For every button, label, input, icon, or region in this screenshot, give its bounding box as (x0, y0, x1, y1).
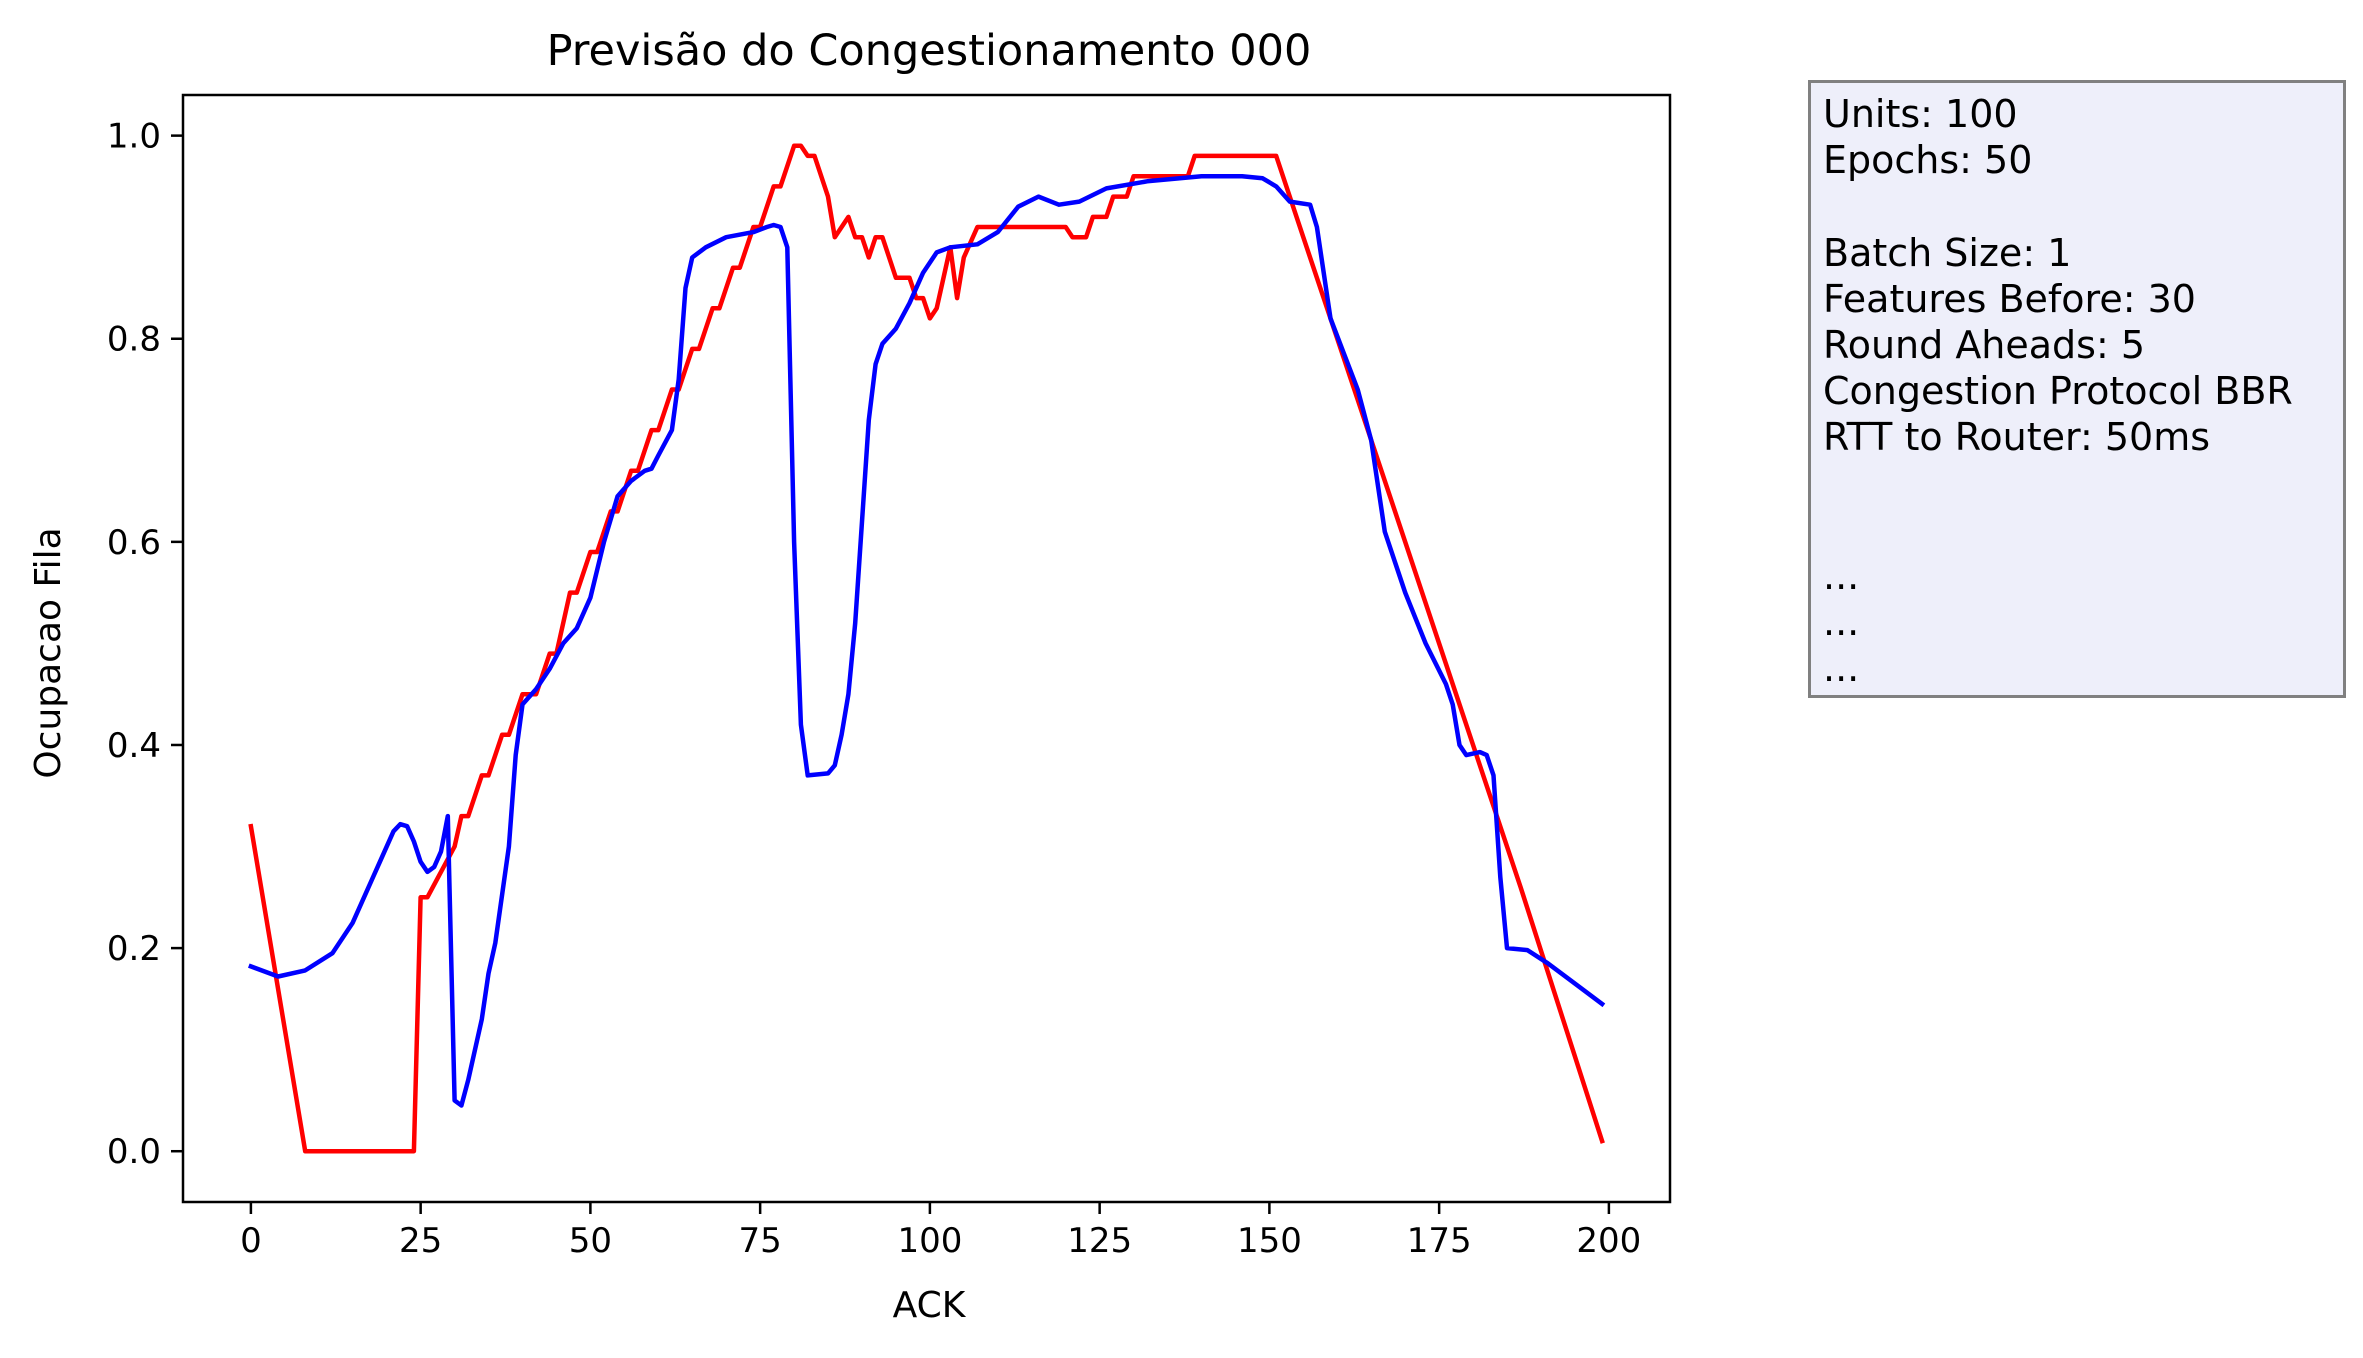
parameter-line: Epochs: 50 (1823, 138, 2033, 183)
parameter-line: Units: 100 (1823, 92, 2018, 136)
x-axis-label: ACK (893, 1285, 967, 1326)
x-tick-label: 125 (1067, 1221, 1132, 1261)
parameter-line: RTT to Router: 50ms (1823, 415, 2211, 460)
parameters-textbox: Units: 100 Epochs: 50 Batch Size: 1 Feature… (1808, 80, 2346, 698)
parameter-line (1823, 461, 2331, 507)
parameter-line: ... (1823, 553, 1860, 598)
x-tick-label: 100 (897, 1221, 962, 1261)
y-tick-label: 0.4 (107, 726, 161, 766)
y-tick-label: 0.8 (107, 320, 161, 360)
y-tick-label: 1.0 (107, 117, 161, 157)
x-tick-label: 175 (1407, 1221, 1472, 1261)
y-tick-label: 0.0 (107, 1132, 161, 1172)
parameter-line: Round Aheads: 5 (1823, 322, 2146, 367)
chart-title: Previsão do Congestionamento 000 (547, 26, 1312, 76)
plot-frame (181, 93, 1672, 1204)
series-line-2 (248, 173, 1606, 1108)
parameter-line: Features Before: 30 (1823, 276, 2196, 321)
parameter-line: ... (1823, 600, 1860, 645)
parameter-line: ... (1823, 646, 1860, 691)
y-axis-label: Ocupacao Fila (28, 527, 69, 778)
x-tick-label: 200 (1576, 1221, 1641, 1261)
plot-border (181, 93, 1672, 1204)
x-tick-label: 50 (569, 1221, 612, 1261)
series-group (248, 143, 1606, 1154)
x-tick-label: 0 (240, 1221, 262, 1261)
parameter-line (1823, 507, 2331, 553)
parameter-line: Congestion Protocol BBR (1823, 369, 2293, 414)
x-tick-label: 75 (739, 1221, 782, 1261)
y-tick-label: 0.2 (107, 929, 161, 969)
parameter-line (1823, 183, 2331, 229)
x-tick-label: 150 (1237, 1221, 1302, 1261)
parameter-line: Batch Size: 1 (1823, 230, 2072, 275)
x-tick-label: 25 (399, 1221, 442, 1261)
y-tick-label: 0.6 (107, 523, 161, 563)
x-axis-ticks: 0 25 50 75 100 125 150 175 200 (240, 1202, 1641, 1261)
y-axis-ticks: 0.0 0.2 0.4 0.6 0.8 1.0 (107, 117, 183, 1172)
